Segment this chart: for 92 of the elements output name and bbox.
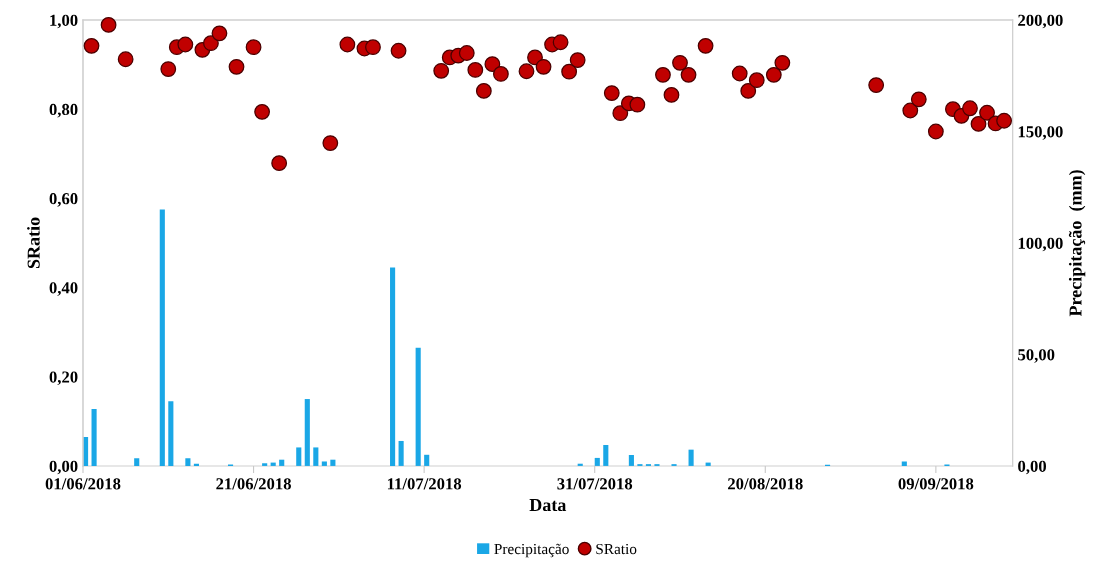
bar	[688, 449, 694, 466]
point	[731, 65, 748, 82]
point	[160, 61, 177, 77]
point	[748, 72, 765, 89]
point	[322, 135, 339, 151]
point	[467, 62, 484, 78]
point	[996, 112, 1013, 129]
point	[603, 85, 620, 102]
point	[655, 66, 671, 83]
x-tick-label: 01/06/2018	[45, 478, 121, 490]
point	[458, 45, 475, 61]
point	[629, 96, 646, 113]
y2-tick-label: 100,00	[1018, 237, 1063, 252]
point	[254, 103, 271, 120]
point	[271, 155, 288, 172]
point	[475, 82, 492, 99]
y-tick-label: 1,00	[50, 14, 78, 29]
y2-tick-label: 150,00	[1018, 126, 1063, 140]
bar	[577, 463, 583, 466]
point	[535, 58, 552, 75]
point	[663, 86, 680, 103]
point	[433, 62, 450, 79]
point	[740, 82, 757, 99]
bar	[296, 447, 302, 466]
point	[245, 39, 262, 56]
point	[970, 115, 987, 132]
y2-tick-label: 200,00	[1018, 14, 1063, 29]
point	[117, 51, 134, 68]
point	[569, 52, 586, 69]
bar	[313, 447, 319, 466]
x-tick-label: 11/07/2018	[387, 478, 462, 490]
y-tick-label: 0,20	[49, 371, 78, 386]
y2-tick-label: 0,00	[1018, 460, 1047, 475]
bar	[185, 458, 191, 466]
y-tick-label: 0,00	[49, 460, 78, 475]
bar	[330, 459, 336, 466]
bar	[628, 455, 634, 466]
point	[228, 58, 245, 75]
point	[83, 37, 100, 54]
point	[672, 54, 688, 71]
point	[868, 77, 885, 94]
bar	[424, 454, 430, 466]
bar	[134, 458, 140, 466]
point	[552, 34, 569, 51]
point	[927, 123, 944, 140]
point	[518, 63, 535, 80]
point	[765, 66, 782, 83]
point	[902, 102, 919, 119]
y-tick-label: 0,40	[49, 282, 78, 296]
y2-tick-label: 50,00	[1018, 349, 1055, 363]
bar	[321, 461, 327, 466]
bar	[91, 409, 97, 466]
x-tick-label: 21/06/2018	[216, 478, 291, 490]
x-tick-label: 31/07/2018	[557, 478, 633, 490]
bar	[594, 457, 600, 466]
bar	[262, 463, 268, 466]
bar	[603, 444, 609, 466]
y-axis-title: SRatio	[27, 217, 40, 269]
point	[365, 39, 381, 56]
point	[910, 91, 927, 108]
x-tick-label: 20/08/2018	[728, 478, 803, 490]
point	[680, 66, 697, 83]
bar	[168, 401, 174, 466]
bar	[398, 440, 404, 466]
bar	[304, 399, 310, 466]
legend-label: Precipitação	[494, 543, 569, 558]
bar	[415, 347, 421, 466]
y-tick-label: 0,60	[49, 193, 78, 207]
bar	[901, 461, 907, 466]
bar	[390, 267, 396, 466]
point	[979, 104, 995, 121]
point	[697, 37, 714, 54]
point	[492, 66, 509, 82]
bar	[279, 459, 285, 466]
bar	[193, 463, 199, 466]
point	[962, 100, 978, 117]
point	[484, 56, 501, 73]
y-tick-label: 0,80	[49, 103, 78, 118]
point	[211, 25, 228, 42]
point	[203, 35, 219, 52]
y2-axis-title: Precipitação (mm)	[1068, 170, 1086, 317]
x-axis-title: Data	[529, 499, 567, 512]
point	[774, 54, 791, 71]
point	[612, 105, 629, 122]
bar	[159, 209, 165, 466]
legend-label: SRatio	[596, 543, 637, 555]
point	[100, 16, 117, 33]
point	[177, 36, 194, 53]
point	[390, 42, 407, 59]
point	[339, 36, 356, 53]
x-tick-label: 09/09/2018	[898, 478, 974, 490]
point	[561, 63, 578, 80]
